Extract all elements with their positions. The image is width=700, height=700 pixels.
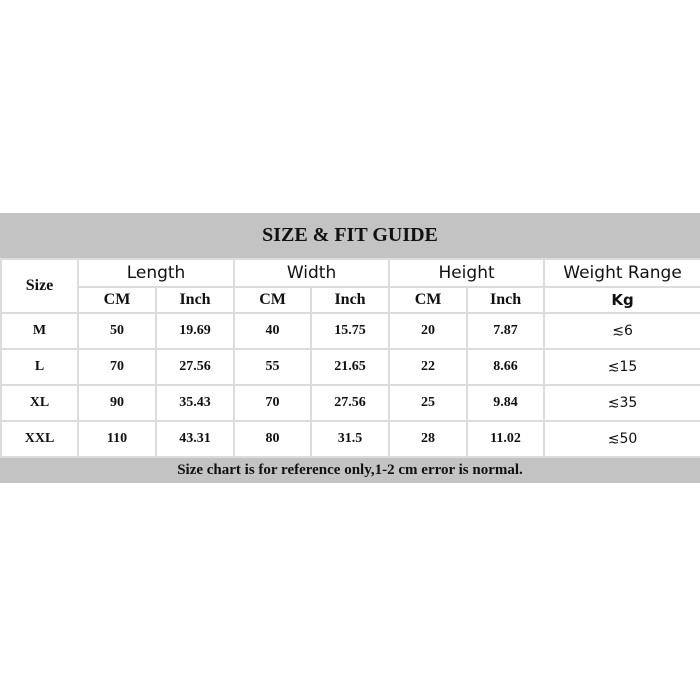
- cell-width-in: 31.5: [310, 420, 391, 458]
- chart-title: SIZE & FIT GUIDE: [0, 213, 700, 258]
- cell-length-in: 27.56: [154, 348, 236, 386]
- cell-weight: ≲6: [543, 312, 700, 350]
- size-table: Size Length Width Height Weight Range CM…: [0, 258, 700, 458]
- header-height: Height: [388, 258, 546, 288]
- cell-weight: ≲50: [543, 420, 700, 458]
- cell-width-in: 27.56: [310, 384, 391, 422]
- cell-width-cm: 55: [233, 348, 313, 386]
- header-size: Size: [0, 258, 79, 314]
- cell-length-cm: 50: [77, 312, 157, 350]
- cell-length-in: 43.31: [154, 420, 236, 458]
- cell-width-in: 15.75: [310, 312, 391, 350]
- cell-height-in: 8.66: [466, 348, 546, 386]
- header-length: Length: [76, 258, 236, 288]
- cell-height-cm: 22: [388, 348, 469, 386]
- unit-row: CM Inch CM Inch CM Inch Kg: [1, 286, 700, 314]
- unit-cm: CM: [233, 286, 313, 314]
- footer-note: Size chart is for reference only,1-2 cm …: [0, 458, 700, 483]
- cell-width-cm: 40: [233, 312, 313, 350]
- unit-cm: CM: [77, 286, 157, 314]
- cell-length-cm: 110: [77, 420, 157, 458]
- cell-height-in: 11.02: [466, 420, 546, 458]
- cell-size: M: [0, 312, 79, 350]
- cell-length-in: 19.69: [154, 312, 236, 350]
- unit-inch: Inch: [466, 286, 546, 314]
- cell-height-in: 9.84: [466, 384, 546, 422]
- cell-size: XXL: [0, 420, 79, 458]
- cell-size: XL: [0, 384, 79, 422]
- cell-size: L: [0, 348, 79, 386]
- cell-length-cm: 70: [77, 348, 157, 386]
- cell-width-cm: 80: [233, 420, 313, 458]
- unit-kg: Kg: [543, 286, 700, 314]
- cell-height-cm: 25: [388, 384, 469, 422]
- cell-width-cm: 70: [233, 384, 313, 422]
- table-row: M 50 19.69 40 15.75 20 7.87 ≲6: [0, 312, 700, 350]
- table-row: L 70 27.56 55 21.65 22 8.66 ≲15: [0, 348, 700, 386]
- size-chart: SIZE & FIT GUIDE Size Length Width Heigh…: [0, 213, 700, 483]
- unit-inch: Inch: [310, 286, 391, 314]
- header-weight: Weight Range: [543, 258, 700, 288]
- cell-width-in: 21.65: [310, 348, 391, 386]
- cell-weight: ≲35: [543, 384, 700, 422]
- cell-weight: ≲15: [543, 348, 700, 386]
- cell-height-cm: 20: [388, 312, 469, 350]
- unit-inch: Inch: [154, 286, 236, 314]
- cell-length-in: 35.43: [154, 384, 236, 422]
- unit-cm: CM: [388, 286, 469, 314]
- header-row: Size Length Width Height Weight Range: [0, 258, 700, 314]
- cell-height-in: 7.87: [466, 312, 546, 350]
- cell-height-cm: 28: [388, 420, 469, 458]
- table-row: XXL 110 43.31 80 31.5 28 11.02 ≲50: [0, 420, 700, 458]
- header-width: Width: [233, 258, 391, 288]
- table-row: XL 90 35.43 70 27.56 25 9.84 ≲35: [0, 384, 700, 422]
- cell-length-cm: 90: [77, 384, 157, 422]
